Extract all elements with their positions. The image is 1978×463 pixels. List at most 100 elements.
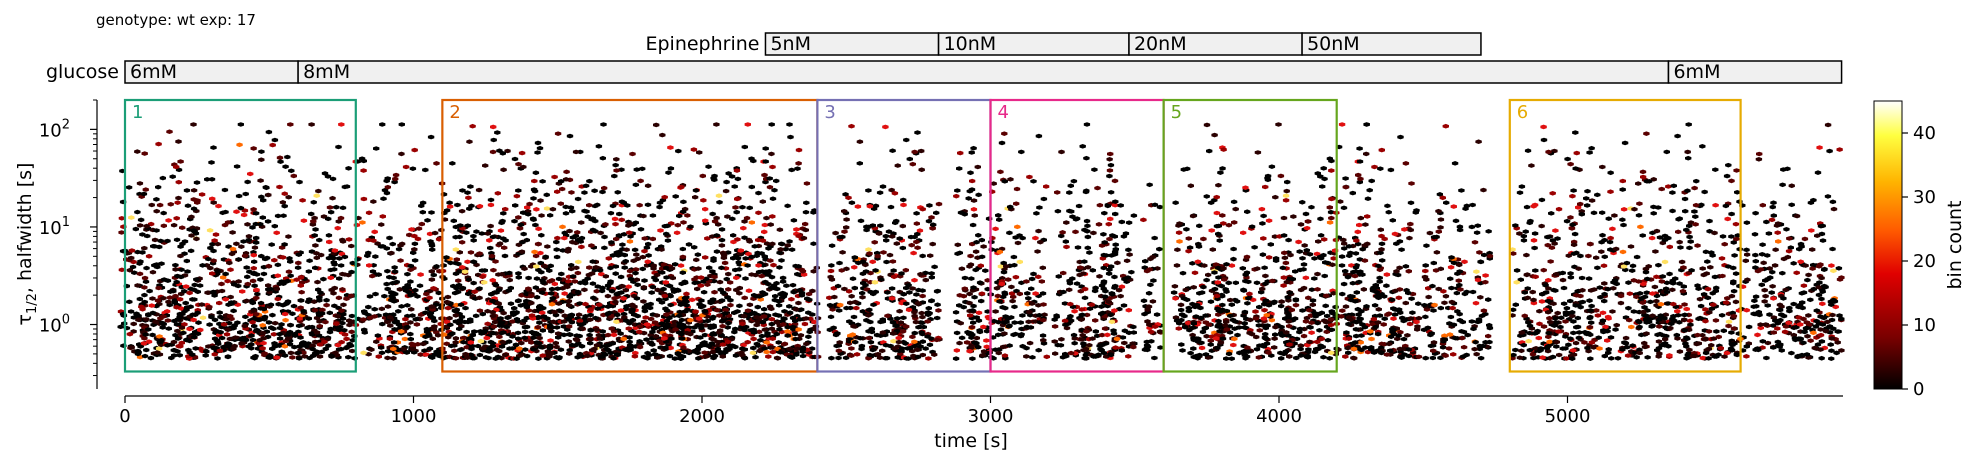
hexbin-cell [675,148,682,154]
hexbin-cell [734,196,741,202]
hexbin-cell [499,151,506,156]
hexbin-cell [547,350,555,356]
hexbin-cell [1098,311,1105,317]
hexbin-cell [1359,246,1366,252]
hexbin-cell [388,297,395,303]
hexbin-cell [312,243,319,248]
hexbin-cell [1151,202,1159,208]
hexbin-cell [435,290,442,296]
hexbin-cell [1292,302,1300,308]
hexbin-cell [703,354,710,359]
hexbin-cell [856,139,864,144]
hexbin-cell [360,168,367,173]
hexbin-cell [496,334,503,340]
hexbin-cell [751,244,758,249]
hexbin-cell [1309,298,1317,303]
hexbin-cell [1194,259,1202,265]
hexbin-cell [958,335,966,341]
hexbin-cell [368,347,375,352]
hexbin-cell [533,264,540,269]
hexbin-cell [1267,242,1274,247]
hexbin-cell [295,260,302,266]
hexbin-cell [745,288,753,293]
hexbin-cell [152,319,159,325]
hexbin-cell [1001,179,1008,184]
hexbin-cell [277,159,284,164]
hexbin-cell [561,313,568,318]
hexbin-cell [578,220,585,225]
hexbin-cell [1082,356,1090,361]
hexbin-cell [481,280,488,285]
hexbin-cell [1356,316,1363,321]
hexbin-cell [1140,298,1148,304]
hexbin-cell [978,237,985,243]
hexbin-cell [515,188,522,193]
hexbin-cell [1285,237,1292,243]
hexbin-cell [691,245,698,250]
hexbin-cell [156,334,163,339]
hexbin-cell [1157,345,1164,350]
hexbin-cell [1023,345,1030,351]
hexbin-cell [153,228,160,233]
hexbin-cell [414,236,422,242]
hexbin-cell [1364,196,1372,201]
hexbin-cell [742,276,749,281]
hexbin-cell [1338,314,1345,319]
hexbin-cell [687,317,694,323]
hexbin-cell [1262,298,1269,303]
hexbin-cell [789,355,796,360]
hexbin-cell [652,333,660,339]
hexbin-cell [1076,272,1083,278]
hexbin-cell [1041,312,1048,317]
hexbin-cell [884,290,891,295]
hexbin-cell [484,321,491,327]
hexbin-cell [581,190,588,195]
hexbin-cell [896,308,903,314]
hexbin-cell [1023,354,1030,359]
hexbin-cell [1092,329,1099,334]
hexbin-cell [411,291,418,297]
hexbin-cell [143,223,150,229]
hexbin-cell [637,227,645,232]
hexbin-cell [504,148,511,154]
hexbin-cell [1234,332,1241,338]
hexbin-cell [1189,261,1196,266]
hexbin-cell [139,250,146,255]
hexbin-cell [639,254,646,260]
hexbin-cell [370,238,377,243]
hexbin-cell [1083,188,1090,194]
hexbin-cell [1219,166,1226,171]
hexbin-cell [746,205,753,211]
hexbin-cell [226,260,233,266]
hexbin-cell [511,156,519,162]
hexbin-cell [528,313,536,318]
hexbin-cell [1156,204,1164,210]
hexbin-cell [1028,276,1036,282]
hexbin-cell [851,265,858,270]
hexbin-cell [271,341,278,346]
hexbin-cell [709,316,716,321]
hexbin-cell [533,340,541,345]
hexbin-cell [659,270,666,275]
hexbin-cell [953,348,960,353]
hexbin-cell [331,303,338,309]
hexbin-cell [882,124,889,130]
hexbin-cell [805,310,812,315]
hexbin-cell [472,313,480,319]
hexbin-cell [535,356,542,361]
hexbin-cell [1101,210,1108,216]
hexbin-cell [406,232,413,238]
hexbin-cell [155,184,162,190]
hexbin-cell [251,245,259,250]
hexbin-cell [845,195,852,201]
hexbin-cell [555,276,563,282]
hexbin-cell [180,330,187,336]
hexbin-cell [914,245,921,250]
hexbin-cell [143,265,150,271]
hexbin-cell [690,147,698,152]
hexbin-cell [857,218,865,224]
hexbin-cell [741,356,749,361]
hexbin-cell [276,325,284,331]
hexbin-cell [644,259,651,265]
hexbin-cell [958,266,966,271]
